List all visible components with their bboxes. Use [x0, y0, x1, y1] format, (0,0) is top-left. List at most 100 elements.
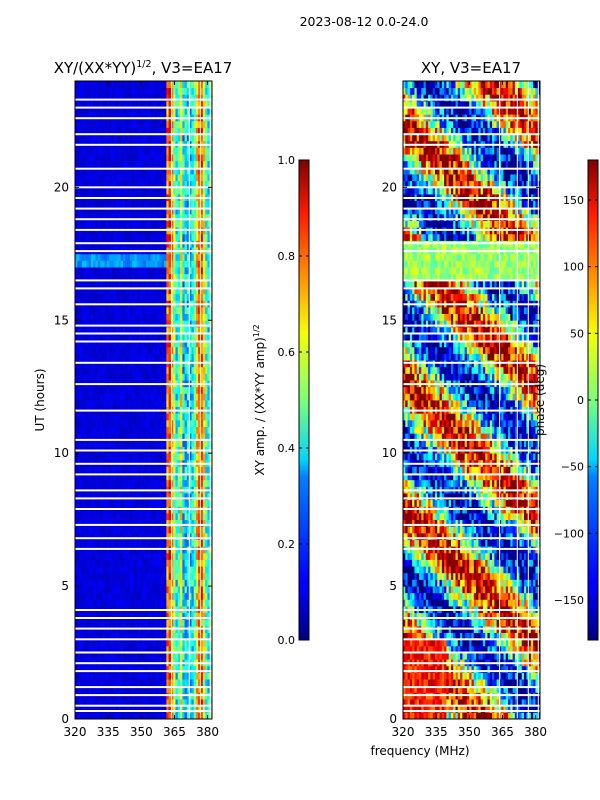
panel1-cell [111, 207, 115, 215]
panel1-cell [120, 419, 124, 427]
panel1-cell [136, 665, 140, 673]
panel1-cell [113, 180, 117, 188]
panel1-cell [180, 592, 183, 600]
panel1-cell [102, 499, 106, 507]
panel1-cell [193, 592, 197, 600]
panel1-cell [125, 439, 128, 447]
panel1-cell [118, 519, 122, 527]
panel1-cell [97, 705, 101, 713]
panel1-cell [198, 512, 201, 521]
panel1-cell [132, 187, 135, 195]
panel1-cell [182, 267, 185, 275]
panel1-cell [164, 679, 167, 687]
panel1-cell [90, 453, 94, 461]
panel1-cell [109, 393, 112, 401]
panel1-cell [175, 499, 179, 507]
panel1-cell [136, 187, 140, 195]
panel1-cell [127, 639, 131, 647]
panel1-cell [138, 599, 142, 607]
panel1-cell [132, 340, 135, 348]
panel1-cell [173, 453, 176, 461]
panel1-cell [196, 333, 199, 341]
panel1-cell [93, 386, 96, 394]
panel1-cell [122, 233, 126, 241]
panel1-cell [145, 532, 149, 540]
panel1-cell [154, 293, 158, 301]
panel1-cell [88, 552, 92, 560]
panel1-cell [175, 320, 179, 328]
panel1-cell [196, 712, 199, 719]
panel1-cell [177, 665, 181, 673]
panel1-cell [191, 393, 195, 401]
panel1-cell [113, 333, 117, 341]
panel1-cell [88, 579, 92, 587]
panel1-cell [136, 652, 140, 660]
panel1-cell [196, 180, 199, 188]
panel1-cell [198, 220, 201, 228]
panel1-cell [111, 572, 115, 580]
panel1-cell [75, 473, 78, 481]
panel1-cell [184, 466, 188, 474]
panel1-cell [113, 705, 117, 713]
panel1-cell [177, 552, 181, 560]
panel1-cell [86, 220, 90, 228]
panel1-cell [207, 579, 211, 587]
panel1-cell [186, 679, 190, 687]
panel1-cell [118, 213, 122, 221]
panel1-cell [122, 287, 126, 295]
panel1-cell [154, 400, 158, 408]
panel1-cell [95, 187, 99, 195]
panel1-cell [120, 280, 124, 288]
panel1-cell [202, 679, 206, 687]
panel1-cell [79, 433, 83, 441]
panel1-cell [127, 672, 131, 680]
panel1-cell [184, 273, 188, 281]
panel1-cell [106, 466, 110, 474]
panel1-cell [77, 599, 80, 607]
panel1-cell [134, 552, 138, 560]
panel1-cell [184, 326, 188, 334]
panel1-cell [175, 306, 179, 315]
panel1-cell [182, 346, 185, 354]
panel1-cell [205, 167, 208, 175]
panel1-cell [90, 552, 94, 560]
panel1-cell [134, 273, 138, 281]
panel1-cell [189, 320, 192, 328]
panel1-cell [120, 393, 124, 401]
panel1-cell [88, 366, 92, 374]
panel1-cell [84, 453, 87, 461]
panel1-cell [106, 207, 110, 215]
panel1-cell [120, 512, 124, 521]
panel1-cell [177, 287, 181, 295]
panel1-cell [152, 512, 156, 521]
panel1-cell [177, 512, 181, 521]
panel1-cell [191, 313, 195, 321]
panel1-cell [180, 665, 183, 673]
panel1-cell [205, 213, 208, 221]
panel1-cell [111, 413, 115, 421]
panel1-cell [113, 685, 117, 693]
panel1-cell [127, 433, 131, 441]
panel1-cell [207, 180, 211, 188]
panel1-cell [77, 207, 80, 215]
panel1-cell [93, 639, 96, 647]
panel1-cell [177, 280, 181, 288]
panel1-cell [148, 612, 151, 620]
panel1-cell [113, 526, 117, 534]
panel1-cell [152, 526, 156, 534]
panel1-cell [93, 426, 96, 434]
panel1-cell [86, 612, 90, 620]
panel1-cell [86, 526, 90, 534]
panel1-cell [116, 433, 119, 441]
panel1-cell [132, 679, 135, 687]
panel1-cell [196, 685, 199, 693]
panel1-cell [175, 439, 179, 447]
panel1-cell [127, 213, 131, 221]
panel1-cell [84, 373, 87, 381]
panel1-cell [109, 479, 112, 487]
panel1-cell [118, 526, 122, 534]
panel1-cell [168, 213, 172, 221]
panel1-cell [159, 453, 163, 461]
panel1-cell [90, 512, 94, 521]
panel1-cell [79, 479, 83, 487]
